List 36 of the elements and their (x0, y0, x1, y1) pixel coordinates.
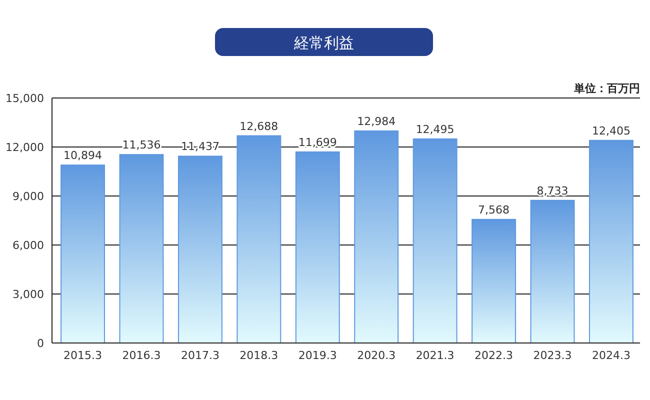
bar (119, 154, 164, 344)
data-label: 12,984 (357, 114, 396, 128)
x-tick-label: 2016.3 (122, 349, 161, 362)
bar (295, 151, 340, 344)
data-label: 10,894 (64, 149, 102, 162)
x-tick-label: 2019.3 (298, 349, 337, 362)
x-tick-label: 2015.3 (64, 349, 102, 362)
data-label: 7,568 (478, 203, 510, 216)
data-label: 12,405 (592, 124, 630, 138)
x-tick-label: 2022.3 (474, 349, 514, 362)
y-tick-label: 3,000 (12, 288, 44, 301)
x-tick-label: 2023.3 (533, 349, 572, 362)
x-tick-label: 2017.3 (180, 349, 220, 362)
bar (354, 130, 399, 344)
y-tick-label: 0 (37, 337, 44, 350)
bar (530, 200, 575, 344)
chart-title: 経常利益 (293, 34, 354, 52)
x-tick-label: 2018.3 (240, 349, 278, 362)
bar (60, 164, 105, 344)
y-tick-label: 6,000 (12, 239, 44, 252)
data-label: 12,495 (416, 122, 454, 136)
bar (178, 156, 222, 344)
bar (236, 135, 282, 344)
bar (472, 218, 516, 344)
y-tick-label: 9,000 (12, 190, 44, 203)
data-label: 8,733 (536, 184, 568, 198)
y-tick-label: 15,000 (6, 92, 44, 105)
x-tick-label: 2024.3 (592, 349, 630, 362)
bar (589, 140, 634, 344)
x-tick-label: 2021.3 (416, 349, 454, 362)
y-tick-label: 12,000 (6, 141, 44, 154)
data-label: 11,699 (298, 136, 337, 149)
text: 単位：百万円 (573, 82, 640, 95)
bar (412, 138, 458, 344)
x-tick-label: 2020.3 (357, 349, 396, 362)
data-label: 12,688 (240, 120, 278, 133)
